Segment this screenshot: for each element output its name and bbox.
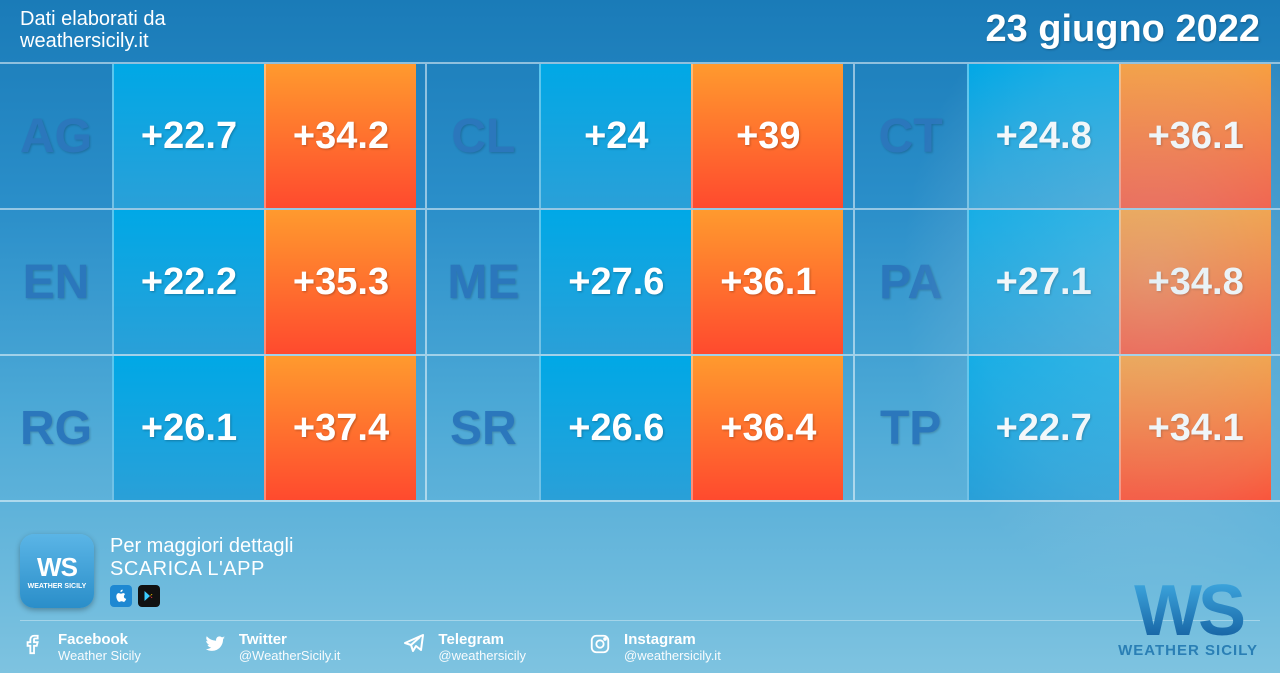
province-code: TP [855, 356, 967, 500]
promo-line2: SCARICA L'APP [110, 558, 293, 581]
social-facebook[interactable]: FacebookWeather Sicily [20, 631, 141, 663]
social-name: Twitter [239, 631, 341, 648]
province-group: AG+22.7+34.2 [0, 64, 425, 208]
header: Dati elaborati da weathersicily.it 23 gi… [0, 0, 1280, 56]
social-text: Telegram@weathersicily [438, 631, 526, 663]
temp-max: +39 [691, 64, 843, 208]
temp-max: +36.1 [1119, 64, 1271, 208]
temp-min: +24 [539, 64, 691, 208]
social-text: Twitter@WeatherSicily.it [239, 631, 341, 663]
brand-logo-sub: WEATHER SICILY [1118, 642, 1258, 659]
brand-logo: WS WEATHER SICILY [1118, 581, 1258, 659]
date-display: 23 giugno 2022 [985, 8, 1260, 51]
temp-max: +34.1 [1119, 356, 1271, 500]
brand-logo-text: WS [1118, 581, 1258, 642]
social-instagram[interactable]: Instagram@weathersicily.it [586, 631, 721, 663]
app-icon-sub: WEATHER SICILY [28, 583, 87, 590]
social-name: Telegram [438, 631, 526, 648]
twitter-icon [201, 632, 229, 663]
province-group: CL+24+39 [425, 64, 852, 208]
province-code: PA [855, 210, 967, 354]
promo-line1: Per maggiori dettagli [110, 535, 293, 558]
province-group: EN+22.2+35.3 [0, 210, 425, 354]
social-name: Facebook [58, 631, 141, 648]
app-icon-text: WS [37, 552, 77, 583]
appstore-icon[interactable] [110, 585, 132, 607]
table-row: RG+26.1+37.4SR+26.6+36.4TP+22.7+34.1 [0, 356, 1280, 502]
temp-min: +27.1 [967, 210, 1119, 354]
store-badges [110, 585, 293, 607]
temp-min: +26.1 [112, 356, 264, 500]
temp-max: +37.4 [264, 356, 416, 500]
social-handle: @weathersicily.it [624, 648, 721, 663]
social-telegram[interactable]: Telegram@weathersicily [400, 631, 526, 663]
province-code: CT [855, 64, 967, 208]
social-text: Instagram@weathersicily.it [624, 631, 721, 663]
social-handle: @WeatherSicily.it [239, 648, 341, 663]
social-name: Instagram [624, 631, 721, 648]
social-handle: Weather Sicily [58, 648, 141, 663]
telegram-icon [400, 632, 428, 663]
province-code: AG [0, 64, 112, 208]
province-group: RG+26.1+37.4 [0, 356, 425, 500]
temp-min: +22.2 [112, 210, 264, 354]
social-handle: @weathersicily [438, 648, 526, 663]
source-attribution: Dati elaborati da weathersicily.it [20, 8, 166, 52]
footer: WS WEATHER SICILY Per maggiori dettagli … [0, 524, 1280, 673]
province-group: TP+22.7+34.1 [853, 356, 1280, 500]
province-group: ME+27.6+36.1 [425, 210, 852, 354]
temp-max: +34.2 [264, 64, 416, 208]
playstore-icon[interactable] [138, 585, 160, 607]
instagram-icon [586, 633, 614, 662]
source-label: Dati elaborati da [20, 8, 166, 30]
app-icon[interactable]: WS WEATHER SICILY [20, 534, 94, 608]
province-code: EN [0, 210, 112, 354]
province-group: CT+24.8+36.1 [853, 64, 1280, 208]
temp-min: +27.6 [539, 210, 691, 354]
province-group: SR+26.6+36.4 [425, 356, 852, 500]
temp-max: +36.4 [691, 356, 843, 500]
temperature-grid: AG+22.7+34.2CL+24+39CT+24.8+36.1EN+22.2+… [0, 62, 1280, 502]
temp-min: +22.7 [112, 64, 264, 208]
province-code: ME [427, 210, 539, 354]
province-code: SR [427, 356, 539, 500]
social-text: FacebookWeather Sicily [58, 631, 141, 663]
facebook-icon [20, 633, 48, 662]
source-site: weathersicily.it [20, 30, 166, 52]
temp-max: +35.3 [264, 210, 416, 354]
province-group: PA+27.1+34.8 [853, 210, 1280, 354]
temp-max: +34.8 [1119, 210, 1271, 354]
temp-min: +26.6 [539, 356, 691, 500]
table-row: AG+22.7+34.2CL+24+39CT+24.8+36.1 [0, 64, 1280, 210]
table-row: EN+22.2+35.3ME+27.6+36.1PA+27.1+34.8 [0, 210, 1280, 356]
temp-min: +24.8 [967, 64, 1119, 208]
social-twitter[interactable]: Twitter@WeatherSicily.it [201, 631, 341, 663]
temp-max: +36.1 [691, 210, 843, 354]
province-code: RG [0, 356, 112, 500]
province-code: CL [427, 64, 539, 208]
app-promo: WS WEATHER SICILY Per maggiori dettagli … [20, 524, 1260, 620]
temp-min: +22.7 [967, 356, 1119, 500]
promo-text: Per maggiori dettagli SCARICA L'APP [110, 535, 293, 607]
social-links: FacebookWeather Sicily Twitter@WeatherSic… [20, 620, 1260, 663]
